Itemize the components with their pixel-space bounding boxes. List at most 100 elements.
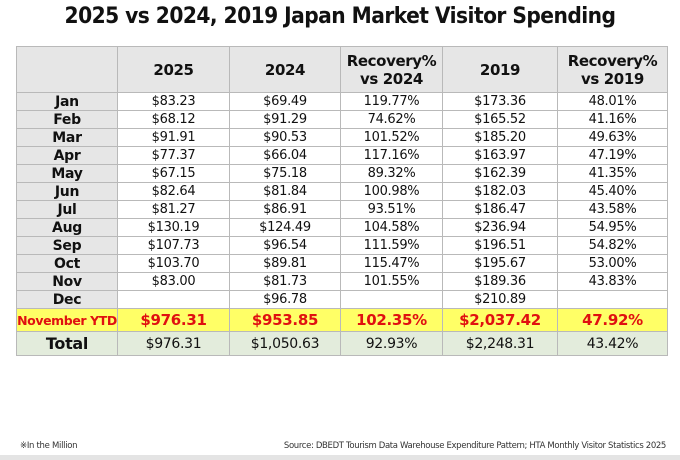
page-title: 2025 vs 2024, 2019 Japan Market Visitor … (64, 4, 616, 29)
value-2024: $81.84 (229, 182, 341, 201)
recovery-2024: 89.32% (340, 164, 443, 183)
value-2019: $173.36 (442, 92, 558, 111)
table-row: Aug $130.19 $124.49 104.58% $236.94 54.95% (16, 218, 668, 237)
table-row: Sep $107.73 $96.54 111.59% $196.51 54.82% (16, 236, 668, 255)
recovery-2019: 49.63% (557, 128, 668, 147)
value-2024: $86.91 (229, 200, 341, 219)
month-label: Aug (16, 218, 118, 237)
month-label: Apr (16, 146, 118, 165)
bottom-bar (0, 455, 680, 460)
value-2019: $195.67 (442, 254, 558, 273)
value-2019: $165.52 (442, 110, 558, 129)
recovery-2019: 41.35% (557, 164, 668, 183)
recovery-2024: 101.52% (340, 128, 443, 147)
value-2024: $96.78 (229, 290, 341, 309)
recovery-2019: 43.58% (557, 200, 668, 219)
value-2024: $90.53 (229, 128, 341, 147)
table-row: May $67.15 $75.18 89.32% $162.39 41.35% (16, 164, 668, 183)
header-2025: 2025 (117, 46, 230, 93)
table-row: Jun $82.64 $81.84 100.98% $182.03 45.40% (16, 182, 668, 201)
header-recovery-2024-line2: vs 2024 (360, 69, 423, 88)
ytd-recovery-2024: 102.35% (340, 308, 443, 332)
recovery-2024: 117.16% (340, 146, 443, 165)
table-row: Feb $68.12 $91.29 74.62% $165.52 41.16% (16, 110, 668, 129)
value-2019: $236.94 (442, 218, 558, 237)
total-recovery-2024: 92.93% (340, 331, 443, 356)
recovery-2024: 74.62% (340, 110, 443, 129)
ytd-2019: $2,037.42 (442, 308, 558, 332)
footnote: ※In the Million (20, 441, 78, 451)
source-note: Source: DBEDT Tourism Data Warehouse Exp… (283, 441, 666, 451)
value-2025: $81.27 (117, 200, 230, 219)
recovery-2019: 54.82% (557, 236, 668, 255)
header-recovery-2024-line1: Recovery% (346, 51, 437, 70)
recovery-2019: 53.00% (557, 254, 668, 273)
value-2024: $75.18 (229, 164, 341, 183)
value-2025: $77.37 (117, 146, 230, 165)
header-corner (16, 46, 118, 93)
month-label: Feb (16, 110, 118, 129)
value-2019: $163.97 (442, 146, 558, 165)
table-row: Dec $96.78 $210.89 (16, 290, 668, 309)
value-2025: $103.70 (117, 254, 230, 273)
header-2024: 2024 (229, 46, 341, 93)
table-row: Mar $91.91 $90.53 101.52% $185.20 49.63% (16, 128, 668, 147)
ytd-row: November YTD $976.31 $953.85 102.35% $2,… (16, 308, 668, 332)
header-recovery-2019-line1: Recovery% (567, 51, 658, 70)
month-label: Jun (16, 182, 118, 201)
month-label: Oct (16, 254, 118, 273)
header-recovery-2019-line2: vs 2019 (581, 69, 644, 88)
recovery-2019: 45.40% (557, 182, 668, 201)
value-2025: $68.12 (117, 110, 230, 129)
recovery-2019: 54.95% (557, 218, 668, 237)
table-row: Apr $77.37 $66.04 117.16% $163.97 47.19% (16, 146, 668, 165)
header-recovery-2019: Recovery% vs 2019 (557, 46, 668, 93)
table-row: Nov $83.00 $81.73 101.55% $189.36 43.83% (16, 272, 668, 291)
value-2024: $66.04 (229, 146, 341, 165)
value-2024: $89.81 (229, 254, 341, 273)
value-2025: $82.64 (117, 182, 230, 201)
recovery-2019: 47.19% (557, 146, 668, 165)
value-2025: $91.91 (117, 128, 230, 147)
value-2024: $96.54 (229, 236, 341, 255)
value-2025 (117, 290, 230, 309)
month-label: Sep (16, 236, 118, 255)
month-label: Jan (16, 92, 118, 111)
total-2025: $976.31 (117, 331, 230, 356)
month-label: Mar (16, 128, 118, 147)
ytd-recovery-2019: 47.92% (557, 308, 668, 332)
value-2019: $189.36 (442, 272, 558, 291)
value-2019: $186.47 (442, 200, 558, 219)
value-2019: $196.51 (442, 236, 558, 255)
month-label: Nov (16, 272, 118, 291)
value-2025: $107.73 (117, 236, 230, 255)
recovery-2024: 119.77% (340, 92, 443, 111)
total-2024: $1,050.63 (229, 331, 341, 356)
value-2024: $124.49 (229, 218, 341, 237)
recovery-2024 (340, 290, 443, 309)
recovery-2019: 43.83% (557, 272, 668, 291)
ytd-2025: $976.31 (117, 308, 230, 332)
total-label: Total (16, 331, 118, 356)
month-label: May (16, 164, 118, 183)
month-label: Jul (16, 200, 118, 219)
header-2019: 2019 (442, 46, 558, 93)
ytd-label: November YTD (16, 308, 118, 332)
recovery-2019 (557, 290, 668, 309)
total-recovery-2019: 43.42% (557, 331, 668, 356)
header-recovery-2024: Recovery% vs 2024 (340, 46, 443, 93)
value-2024: $81.73 (229, 272, 341, 291)
recovery-2024: 115.47% (340, 254, 443, 273)
ytd-2024: $953.85 (229, 308, 341, 332)
recovery-2024: 101.55% (340, 272, 443, 291)
spending-table: 2025 2024 Recovery% vs 2024 2019 Recovery… (16, 46, 668, 356)
total-2019: $2,248.31 (442, 331, 558, 356)
table-row: Jul $81.27 $86.91 93.51% $186.47 43.58% (16, 200, 668, 219)
header-row: 2025 2024 Recovery% vs 2024 2019 Recovery… (16, 46, 668, 93)
header-2024-label: 2024 (264, 60, 306, 79)
recovery-2024: 100.98% (340, 182, 443, 201)
header-2025-label: 2025 (153, 60, 194, 79)
value-2025: $83.23 (117, 92, 230, 111)
recovery-2019: 41.16% (557, 110, 668, 129)
recovery-2019: 48.01% (557, 92, 668, 111)
